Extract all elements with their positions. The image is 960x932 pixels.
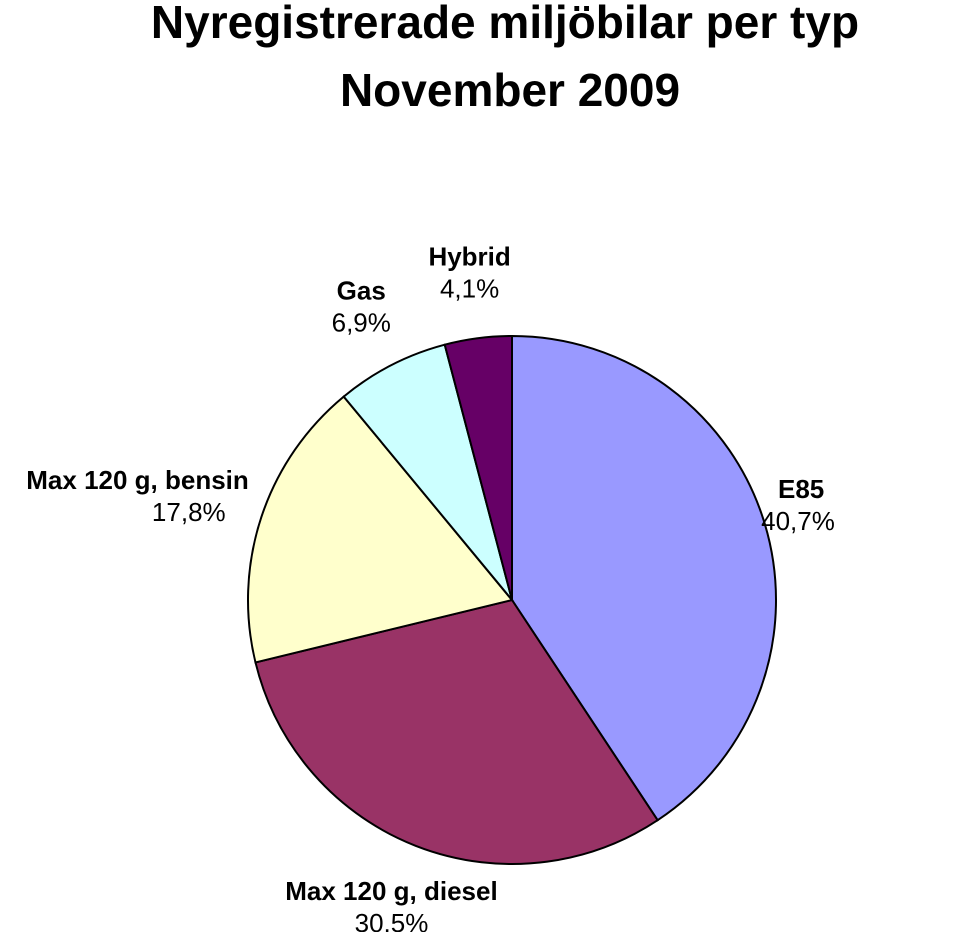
pie-slice [254, 598, 660, 865]
slice-label: Gas [337, 275, 386, 305]
slice-value: 4,1% [440, 274, 499, 304]
pie-slice [247, 395, 514, 664]
slice-label: Max 120 g, diesel [285, 876, 497, 906]
slice-label: Max 120 g, bensin [26, 465, 249, 495]
slice-value: 17,8% [152, 497, 226, 527]
chart-title: Nyregistrerade miljöbilar per typ [151, 0, 859, 48]
chart-subtitle: November 2009 [340, 64, 680, 116]
slice-label: E85 [778, 474, 824, 504]
slice-value: 30,5% [355, 908, 429, 932]
slice-value: 40,7% [761, 506, 835, 536]
slice-label: Hybrid [428, 242, 510, 272]
pie-slice [342, 343, 513, 601]
pie-slice [443, 334, 513, 601]
slice-value: 6,9% [332, 307, 391, 337]
